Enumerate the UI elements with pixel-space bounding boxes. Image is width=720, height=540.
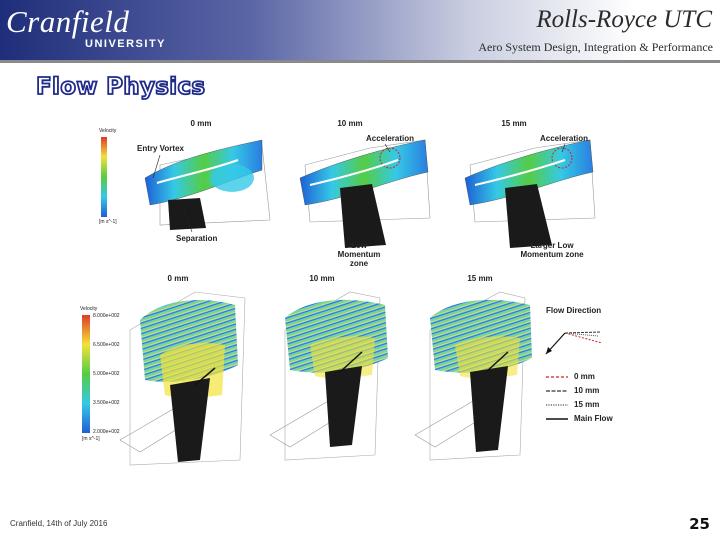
header-divider — [0, 60, 720, 63]
flow-legend-10mm: 10 mm — [574, 386, 600, 395]
header-band — [0, 0, 720, 60]
page-number: 25 — [689, 515, 710, 533]
top-panel-0mm — [144, 139, 271, 230]
bottom-legend-title: Velocity — [80, 306, 98, 312]
flow-legend-0mm: 0 mm — [574, 372, 595, 381]
bottom-legend-tick-4: 3.500e+002 — [93, 400, 120, 406]
slide-title: Flow Physics — [35, 73, 206, 101]
bottom-panel-label-0mm: 0 mm — [167, 274, 189, 283]
separation-pointer — [182, 207, 193, 233]
footer-text: Cranfield, 14th of July 2016 — [10, 519, 108, 528]
acceleration-label-10mm: Acceleration — [366, 134, 415, 143]
university-logo-sub: UNIVERSITY — [85, 38, 167, 50]
header-subtitle: Aero System Design, Integration & Perfor… — [478, 40, 713, 54]
flow-legend-15mm: 15 mm — [574, 400, 600, 409]
top-legend-title: Velocity — [99, 128, 117, 134]
flow-direction-title: Flow Direction — [546, 306, 602, 315]
flow-direction-vectors — [545, 331, 603, 355]
entry-vortex-label: Entry Vortex — [137, 144, 184, 153]
org-title: Rolls-Royce UTC — [536, 6, 712, 33]
entry-vortex-pointer — [152, 154, 161, 179]
top-legend-unit: [m s^-1] — [99, 219, 117, 225]
top-panel-label-10mm: 10 mm — [337, 119, 363, 128]
larger-low-momentum-label: Larger Low Momentum zone — [520, 241, 584, 259]
top-panel-label-0mm: 0 mm — [190, 119, 212, 128]
bottom-legend-tick-5: 2.000e+002 — [93, 429, 120, 435]
flow-legend-main-flow: Main Flow — [574, 414, 613, 423]
separation-label: Separation — [176, 234, 218, 243]
top-panel-label-15mm: 15 mm — [501, 119, 527, 128]
bottom-legend-tick-2: 6.500e+002 — [93, 342, 120, 348]
low-momentum-label: Low Momentum zone — [337, 241, 381, 268]
bottom-legend-tick-1: 8.000e+002 — [93, 313, 120, 319]
university-logo-wordmark: Cranfield — [6, 4, 130, 39]
bottom-panel-15mm — [414, 291, 532, 461]
acceleration-pointer-1 — [384, 143, 391, 153]
bottom-panel-label-15mm: 15 mm — [467, 274, 493, 283]
bottom-legend-tick-3: 5.000e+002 — [93, 371, 120, 377]
top-panel-10mm — [299, 139, 431, 248]
top-velocity-legend-bar — [101, 137, 107, 217]
top-panel-15mm — [464, 139, 596, 248]
acceleration-pointer-2 — [561, 143, 566, 153]
bottom-panel-label-10mm: 10 mm — [309, 274, 335, 283]
bottom-panel-0mm — [119, 291, 246, 466]
acceleration-label-15mm: Acceleration — [540, 134, 589, 143]
bottom-legend-unit: [m s^-1] — [82, 436, 100, 442]
bottom-panel-10mm — [269, 291, 388, 461]
bottom-velocity-legend-bar — [82, 315, 90, 433]
